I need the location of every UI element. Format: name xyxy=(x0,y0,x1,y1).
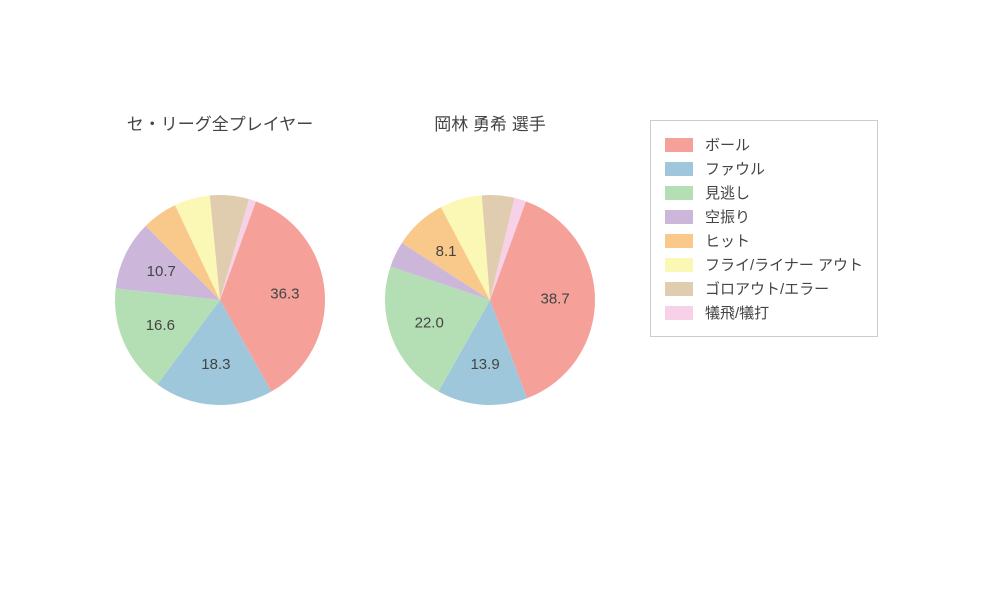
legend-label-fly: フライ/ライナー アウト xyxy=(705,254,863,275)
pie-right: 岡林 勇希 選手 38.7 13.9 22.0 8.1 xyxy=(345,110,635,445)
pie-left: セ・リーグ全プレイヤー 36.3 18.3 16.6 10.7 xyxy=(75,110,365,445)
slice-label-ball: 38.7 xyxy=(540,291,569,308)
pie-right-title: 岡林 勇希 選手 xyxy=(345,110,635,135)
slice-label-swing: 10.7 xyxy=(147,263,176,280)
legend-swatch-fly xyxy=(665,258,693,272)
legend-item-foul: ファウル xyxy=(665,158,863,179)
pie-left-title: セ・リーグ全プレイヤー xyxy=(75,110,365,135)
legend-swatch-foul xyxy=(665,162,693,176)
slice-label-look: 16.6 xyxy=(146,317,175,334)
slice-label-hit: 8.1 xyxy=(436,243,457,260)
legend-label-ball: ボール xyxy=(705,134,750,155)
legend-swatch-sac xyxy=(665,306,693,320)
legend-item-ground: ゴロアウト/エラー xyxy=(665,278,863,299)
legend-label-foul: ファウル xyxy=(705,158,765,179)
legend-item-fly: フライ/ライナー アウト xyxy=(665,254,863,275)
slice-label-foul: 13.9 xyxy=(470,356,499,373)
legend-label-hit: ヒット xyxy=(705,230,750,251)
legend-swatch-ground xyxy=(665,282,693,296)
legend-swatch-hit xyxy=(665,234,693,248)
legend-swatch-look xyxy=(665,186,693,200)
legend-item-hit: ヒット xyxy=(665,230,863,251)
legend-item-ball: ボール xyxy=(665,134,863,155)
legend-label-sac: 犠飛/犠打 xyxy=(705,302,769,323)
legend-item-sac: 犠飛/犠打 xyxy=(665,302,863,323)
legend-label-look: 見逃し xyxy=(705,182,750,203)
legend-swatch-ball xyxy=(665,138,693,152)
legend-label-swing: 空振り xyxy=(705,206,750,227)
legend-item-look: 見逃し xyxy=(665,182,863,203)
chart-container: { "chart": { "type": "pie", "background_… xyxy=(0,0,1000,600)
pie-left-svg: 36.3 18.3 16.6 10.7 xyxy=(75,155,365,445)
legend: ボールファウル見逃し空振りヒットフライ/ライナー アウトゴロアウト/エラー犠飛/… xyxy=(650,120,878,337)
slice-label-foul: 18.3 xyxy=(201,356,230,373)
legend-item-swing: 空振り xyxy=(665,206,863,227)
slice-label-look: 22.0 xyxy=(415,314,444,331)
pie-right-svg: 38.7 13.9 22.0 8.1 xyxy=(345,155,635,445)
slice-label-ball: 36.3 xyxy=(270,286,299,303)
legend-label-ground: ゴロアウト/エラー xyxy=(705,278,829,299)
legend-swatch-swing xyxy=(665,210,693,224)
